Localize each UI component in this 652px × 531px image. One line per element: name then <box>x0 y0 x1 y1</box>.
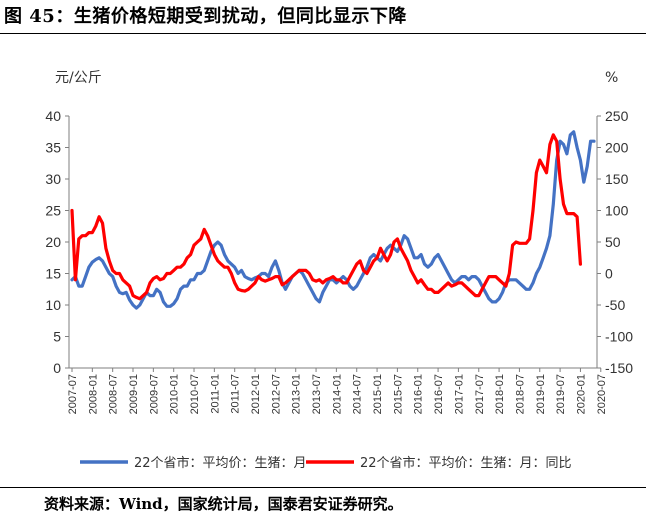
x-tick-label: 2009-07 <box>148 374 160 414</box>
x-tick-label: 2019-07 <box>555 374 567 414</box>
x-tick-label: 2013-01 <box>291 374 303 414</box>
right-tick-label: -150 <box>605 360 633 376</box>
left-tick-label: 10 <box>45 297 61 313</box>
source-rule <box>0 487 646 488</box>
x-tick-label: 2018-07 <box>514 374 526 414</box>
x-tick-label: 2014-07 <box>352 374 364 414</box>
source-note: 资料来源：Wind，国家统计局，国泰君安证券研究。 <box>44 495 403 513</box>
right-tick-label: -100 <box>605 329 633 345</box>
left-tick-label: 15 <box>45 266 61 282</box>
left-tick-label: 20 <box>45 234 61 250</box>
right-axis-unit: % <box>605 70 618 86</box>
x-tick-label: 2017-01 <box>453 374 465 414</box>
x-tick-label: 2016-01 <box>413 374 425 414</box>
chart-legend: 22个省市：平均价：生猪：月 22个省市：平均价：生猪：月：同比 <box>80 455 572 471</box>
right-tick-label: 150 <box>605 171 629 187</box>
x-tick-label: 2014-01 <box>331 374 343 414</box>
legend-label-yoy: 22个省市：平均价：生猪：月：同比 <box>360 455 572 471</box>
x-tick-label: 2020-07 <box>596 374 608 414</box>
x-tick-label: 2018-01 <box>494 374 506 414</box>
chart-lines <box>70 130 596 310</box>
x-tick-label: 2015-01 <box>372 374 384 414</box>
x-tick-label: 2008-07 <box>108 374 120 414</box>
left-tick-label: 0 <box>53 360 61 376</box>
figure-title: 图 45：生猪价格短期受到扰动，但同比显示下降 <box>4 6 407 27</box>
left-tick-label: 35 <box>45 140 61 156</box>
title-rule <box>0 33 646 34</box>
right-tick-label: 50 <box>605 234 621 250</box>
left-axis-unit: 元/公斤 <box>55 70 102 86</box>
x-tick-label: 2013-07 <box>311 374 323 414</box>
right-tick-label: -50 <box>605 297 625 313</box>
legend-label-price: 22个省市：平均价：生猪：月 <box>134 455 307 471</box>
x-tick-label: 2011-01 <box>209 374 221 414</box>
right-tick-label: 100 <box>605 203 629 219</box>
right-tick-label: 200 <box>605 140 629 156</box>
left-tick-label: 5 <box>53 329 61 345</box>
left-tick-label: 40 <box>45 108 61 124</box>
x-tick-label: 2017-07 <box>474 374 486 414</box>
x-tick-label: 2007-07 <box>67 374 79 414</box>
x-tick-label: 2008-01 <box>87 374 99 414</box>
right-tick-label: 0 <box>605 266 613 282</box>
x-tick-label: 2019-01 <box>535 374 547 414</box>
left-tick-label: 30 <box>45 171 61 187</box>
x-tick-label: 2011-07 <box>230 374 242 414</box>
x-tick-label: 2009-01 <box>128 374 140 414</box>
x-tick-label: 2012-01 <box>250 374 262 414</box>
x-tick-label: 2010-07 <box>189 374 201 414</box>
x-tick-label: 2012-07 <box>270 374 282 414</box>
left-tick-label: 25 <box>45 203 61 219</box>
chart-axes: 0 5 10 15 20 25 30 35 40 -150 -100 -50 0 50 100 150 200 2… <box>45 70 633 414</box>
right-tick-label: 250 <box>605 108 629 124</box>
x-tick-label: 2016-07 <box>433 374 445 414</box>
series-line-yoy <box>70 133 583 301</box>
x-tick-label: 2020-01 <box>575 374 587 414</box>
x-tick-label: 2015-07 <box>392 374 404 414</box>
x-tick-label: 2010-01 <box>169 374 181 414</box>
